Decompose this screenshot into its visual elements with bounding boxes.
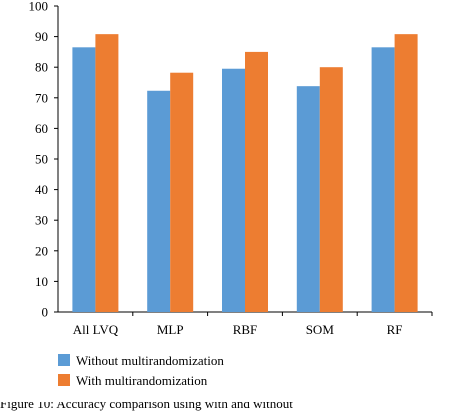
y-tick-label: 100 [29, 0, 49, 14]
bar-without-som [296, 86, 320, 312]
bar-with-rf [394, 34, 418, 312]
y-tick-label: 20 [35, 243, 48, 258]
legend-swatch [58, 354, 70, 366]
figure-caption-text: Figure 10: Accuracy comparison using wit… [0, 402, 293, 411]
x-tick-label: RBF [233, 322, 258, 337]
y-tick-label: 0 [42, 305, 49, 320]
y-tick-label: 50 [35, 152, 48, 167]
legend-label: Without multirandomization [76, 353, 224, 368]
y-tick-label: 70 [35, 90, 48, 105]
x-tick-label: MLP [157, 322, 184, 337]
y-tick-label: 40 [35, 182, 48, 197]
bar-with-mlp [170, 72, 194, 312]
bar-without-all-lvq [72, 47, 96, 313]
y-tick-label: 80 [35, 60, 48, 75]
x-tick-label: SOM [306, 322, 335, 337]
legend-swatch [58, 374, 70, 386]
bar-with-rbf [245, 51, 268, 313]
y-axis-ticks: 0 10 20 30 40 50 60 70 80 90 100 [29, 0, 58, 320]
chart-legend: Without multirandomization With multirand… [58, 353, 224, 388]
chart-bars [72, 34, 418, 313]
x-axis-ticks: All LVQ MLP RBF SOM RF [73, 312, 433, 337]
bar-without-rbf [222, 68, 245, 312]
figure-caption: Figure 10: Accuracy comparison using wit… [0, 402, 474, 417]
legend-label: With multirandomization [76, 373, 208, 388]
y-tick-label: 30 [35, 213, 48, 228]
y-tick-label: 60 [35, 121, 48, 136]
y-tick-label: 10 [35, 274, 48, 289]
x-tick-label: All LVQ [73, 322, 119, 337]
bar-without-mlp [147, 90, 171, 313]
bar-with-all-lvq [95, 34, 119, 312]
bar-without-rf [371, 47, 395, 313]
y-tick-label: 90 [35, 29, 48, 44]
bar-with-som [319, 67, 343, 312]
x-tick-label: RF [387, 322, 403, 337]
